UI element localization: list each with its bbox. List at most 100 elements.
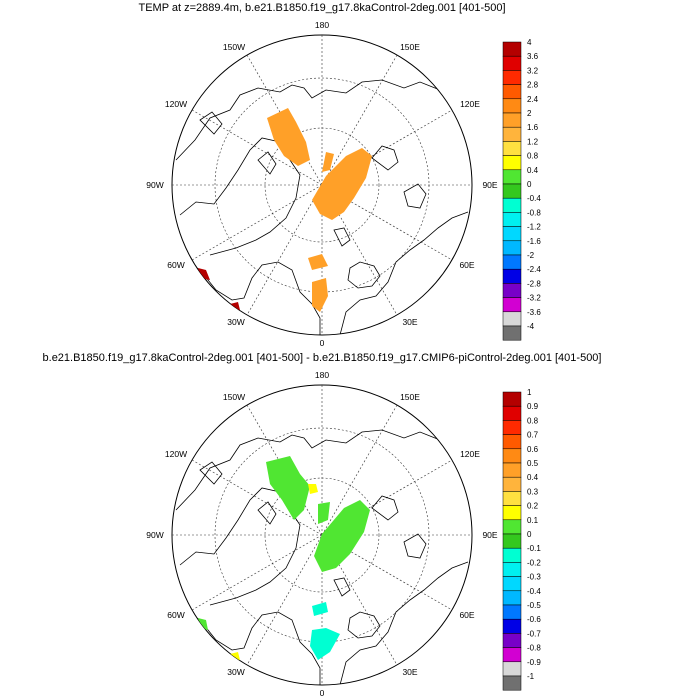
colorbar-box <box>502 212 522 227</box>
colorbar-label: -0.8 <box>527 208 541 217</box>
colorbar-label: 0 <box>527 180 532 189</box>
panel-title: TEMP at z=2889.4m, b.e21.B1850.f19_g17.8… <box>138 2 506 14</box>
colorbar-box <box>502 675 522 691</box>
colorbar-label: 2.4 <box>527 95 539 104</box>
colorbar-label: 0.6 <box>527 445 539 454</box>
colorbar-label: -3.2 <box>527 294 541 303</box>
anomaly-patch <box>266 456 310 520</box>
colorbar-label: -1.2 <box>527 223 541 232</box>
colorbar-label: 1 <box>527 388 532 397</box>
colorbar-box <box>502 183 522 199</box>
colorbar-box <box>502 126 522 142</box>
lon-label: 0 <box>320 688 325 698</box>
colorbar-label: 2.8 <box>527 81 539 90</box>
colorbar-label: 0.5 <box>527 459 539 468</box>
colorbar-label: -3.6 <box>527 308 541 317</box>
colorbar: 1 0.9 0.8 0.7 0.6 0.5 0.4 0.3 0.2 0.1 0 -0.1 -0.2 -0.… <box>502 388 541 691</box>
polar-map: 180 150E 120E 90E 60E 30E 0 30W 60W 90W … <box>146 20 541 348</box>
colorbar-label: -0.9 <box>527 658 541 667</box>
anomaly-patch <box>312 148 372 220</box>
colorbar-box <box>502 41 522 57</box>
colorbar-label: 0.4 <box>527 473 539 482</box>
lon-label: 150W <box>223 392 245 402</box>
colorbar-box <box>502 311 522 327</box>
colorbar-box <box>502 576 522 592</box>
map-panel-temperature: TEMP at z=2889.4m, b.e21.B1850.f19_g17.8… <box>138 2 541 348</box>
lon-label: 60E <box>459 610 474 620</box>
colorbar-box <box>502 661 522 677</box>
colorbar-box <box>502 240 522 256</box>
colorbar-label: 0.9 <box>527 402 539 411</box>
colorbar-box <box>502 155 522 171</box>
lon-label: 30E <box>402 317 417 327</box>
lon-label: 60W <box>167 260 184 270</box>
lon-label: 30W <box>227 667 244 677</box>
colorbar-label: 3.6 <box>527 52 539 61</box>
colorbar-box <box>502 533 522 549</box>
colorbar-label: 0.7 <box>527 431 539 440</box>
colorbar-box <box>502 519 522 535</box>
colorbar-box <box>502 462 522 478</box>
shaded-field <box>198 456 370 662</box>
colorbar-label: 0 <box>527 530 532 539</box>
lon-label: 120E <box>460 99 480 109</box>
longitude-labels: 180 150E 120E 90E 60E 30E 0 30W 60W 90W … <box>146 370 498 698</box>
colorbar-box <box>502 98 522 114</box>
colorbar-box <box>502 434 522 450</box>
anomaly-patch <box>267 108 310 166</box>
shaded-field <box>198 108 372 312</box>
lon-label: 90W <box>146 530 163 540</box>
lon-label: 150E <box>400 42 420 52</box>
colorbar-box <box>502 448 522 464</box>
anomaly-patch <box>322 152 334 172</box>
colorbar-box <box>502 169 522 185</box>
colorbar-label: -1.6 <box>527 237 541 246</box>
anomaly-patch <box>318 502 330 524</box>
colorbar-box <box>502 325 522 341</box>
colorbar-label: -0.3 <box>527 573 541 582</box>
colorbar-box <box>502 70 522 85</box>
colorbar-label: 0.3 <box>527 487 539 496</box>
anomaly-patch <box>312 602 328 616</box>
colorbar-box <box>502 647 522 663</box>
colorbar-label: -2.4 <box>527 265 541 274</box>
lon-label: 150E <box>400 392 420 402</box>
colorbar-box <box>502 112 522 128</box>
colorbar-label: 3.2 <box>527 66 539 75</box>
lon-label: 90E <box>482 530 497 540</box>
lon-label: 120W <box>165 99 187 109</box>
colorbar-box <box>502 420 522 435</box>
anomaly-patch <box>310 628 340 660</box>
lon-label: 30E <box>402 667 417 677</box>
colorbar-label: -0.8 <box>527 644 541 653</box>
coastlines <box>175 79 469 335</box>
colorbar-label: -0.5 <box>527 601 541 610</box>
lon-label: 60E <box>459 260 474 270</box>
lon-label: 90W <box>146 180 163 190</box>
longitude-labels: 180 150E 120E 90E 60E 30E 0 30W 60W 90W … <box>146 20 498 348</box>
colorbar-label: -0.7 <box>527 629 541 638</box>
colorbar-box <box>502 226 522 242</box>
colorbar-label: -0.2 <box>527 558 541 567</box>
lon-label: 120W <box>165 449 187 459</box>
colorbar-box <box>502 55 522 71</box>
colorbar-box <box>502 84 522 100</box>
colorbar-box <box>502 604 522 620</box>
colorbar-box <box>502 618 522 634</box>
anomaly-patch <box>308 484 318 494</box>
lon-label: 120E <box>460 449 480 459</box>
lon-label: 30W <box>227 317 244 327</box>
colorbar-label: 1.2 <box>527 137 539 146</box>
lon-label: 180 <box>315 370 329 380</box>
map-panel-difference: b.e21.B1850.f19_g17.8kaControl-2deg.001 … <box>0 350 700 700</box>
colorbar-box <box>502 141 522 156</box>
colorbar-box <box>502 268 522 284</box>
colorbar-box <box>502 491 522 506</box>
colorbar-label: 0.8 <box>527 152 539 161</box>
colorbar-label: 0.1 <box>527 516 539 525</box>
colorbar-box <box>502 283 522 298</box>
colorbar-box <box>502 197 522 213</box>
colorbar-box <box>502 505 522 521</box>
colorbar-box <box>502 590 522 606</box>
lon-label: 90E <box>482 180 497 190</box>
